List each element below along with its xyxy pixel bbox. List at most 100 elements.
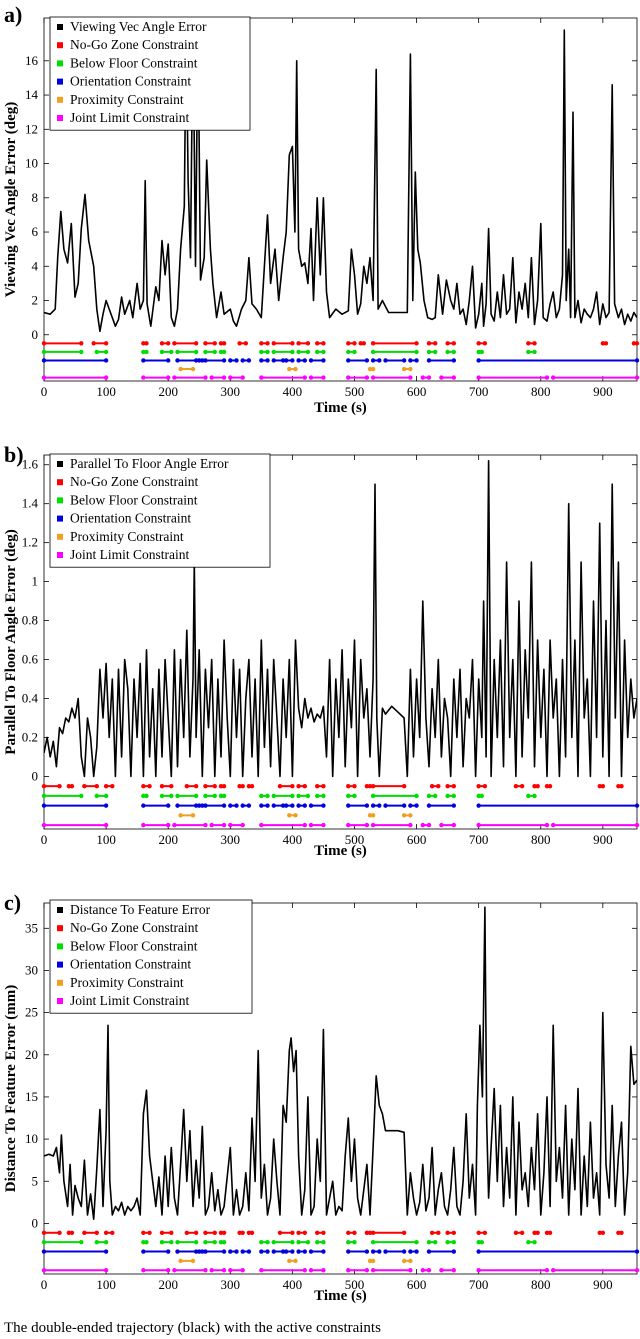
constraint-marker [616, 1230, 621, 1235]
constraint-marker [221, 375, 227, 380]
constraint-marker [212, 1239, 217, 1245]
legend-marker [57, 96, 63, 103]
x-tick-label: 600 [407, 1277, 427, 1292]
constraint-marker [203, 783, 208, 789]
x-tick-label: 700 [469, 384, 489, 399]
constraint-marker [476, 822, 481, 828]
constraint-marker [218, 341, 224, 346]
constraint-marker [94, 1239, 99, 1245]
constraint-marker [401, 803, 407, 808]
y-tick-label: 12 [25, 121, 38, 136]
constraint-marker [401, 358, 407, 363]
x-tick-label: 400 [283, 384, 303, 399]
constraint-marker [370, 375, 376, 380]
constraint-marker [159, 793, 165, 799]
constraint-marker [302, 783, 307, 789]
x-tick-label: 300 [221, 1277, 241, 1292]
constraint-marker [526, 793, 531, 799]
constraint-marker [370, 803, 376, 808]
constraint-marker [439, 375, 444, 380]
constraint-marker [414, 358, 419, 363]
constraint-marker [408, 358, 413, 363]
constraint-marker [169, 349, 174, 355]
constraint-marker [265, 1249, 270, 1254]
constraint-marker [600, 341, 606, 346]
constraint-marker [66, 783, 72, 789]
constraint-marker [305, 341, 311, 346]
constraint-marker [383, 803, 388, 808]
constraint-marker [290, 1230, 295, 1235]
constraint-marker [271, 1249, 276, 1254]
constraint-marker [308, 1268, 314, 1273]
constraint-marker [228, 1268, 233, 1273]
y-tick-label: 14 [25, 87, 39, 102]
x-tick-label: 0 [41, 384, 48, 399]
constraint-marker [321, 1239, 326, 1245]
constraint-marker [203, 1230, 208, 1235]
constraint-marker [212, 783, 217, 789]
constraint-marker [190, 1258, 196, 1264]
y-tick-label: 25 [25, 1005, 38, 1020]
constraint-marker [271, 793, 276, 799]
constraint-marker [634, 341, 640, 346]
constraint-marker [401, 366, 407, 372]
constraint-marker [408, 366, 413, 372]
axes-frame [43, 902, 638, 1275]
constraint-marker [165, 358, 171, 363]
constraint-marker [346, 349, 351, 355]
constraint-marker [141, 1239, 146, 1245]
constraint-marker [364, 803, 370, 808]
constraint-marker [370, 1239, 376, 1245]
constraint-marker [445, 349, 450, 355]
y-tick-label: 0 [32, 768, 39, 783]
constraint-marker [535, 1230, 540, 1235]
constraint-marker [141, 793, 146, 799]
constraint-marker [370, 366, 376, 372]
y-tick-label: 15 [25, 1089, 38, 1104]
constraint-marker [175, 803, 180, 808]
constraint-marker [259, 1249, 264, 1254]
constraint-marker [221, 793, 227, 799]
constraint-marker [165, 803, 171, 808]
constraint-marker [103, 358, 109, 363]
constraint-marker [436, 1230, 441, 1235]
legend-entry: Proximity Constraint [70, 92, 184, 107]
y-tick-label: 8 [32, 190, 39, 205]
constraint-marker [172, 341, 177, 346]
constraint-marker [41, 1239, 47, 1245]
legend-marker [57, 552, 63, 558]
constraint-marker [370, 1230, 376, 1235]
constraint-marker [290, 783, 295, 789]
y-axis-label: Viewing Vec Angle Error (deg) [3, 102, 19, 298]
figure-caption: The double-ended trajectory (black) with… [4, 1320, 381, 1336]
y-tick-label: 10 [25, 156, 38, 171]
constraint-marker [240, 1268, 245, 1273]
series-line [44, 906, 637, 1220]
constraint-marker [172, 1268, 177, 1273]
constraint-marker [184, 1230, 190, 1235]
constraint-marker [432, 341, 438, 346]
constraint-marker [321, 1268, 326, 1273]
constraint-marker [476, 793, 481, 799]
constraint-marker [445, 783, 450, 789]
constraint-marker [445, 341, 450, 346]
constraint-marker [212, 1230, 217, 1235]
constraint-marker [283, 803, 289, 808]
legend-marker [57, 60, 63, 67]
constraint-marker [172, 822, 177, 828]
constraint-marker [197, 1249, 202, 1254]
constraint-marker [193, 358, 199, 363]
constraint-marker [175, 1239, 180, 1245]
y-tick-label: 1 [32, 574, 39, 589]
constraint-marker [634, 358, 640, 363]
constraint-marker [103, 1268, 109, 1273]
constraint-marker [175, 793, 180, 799]
constraint-marker [364, 358, 370, 363]
constraint-marker [79, 1239, 84, 1245]
axes-frame [43, 17, 638, 382]
constraint-marker [218, 1230, 224, 1235]
legend-marker [57, 24, 63, 30]
constraint-marker [94, 783, 99, 789]
constraint-marker [159, 349, 165, 355]
constraint-marker [408, 375, 413, 380]
